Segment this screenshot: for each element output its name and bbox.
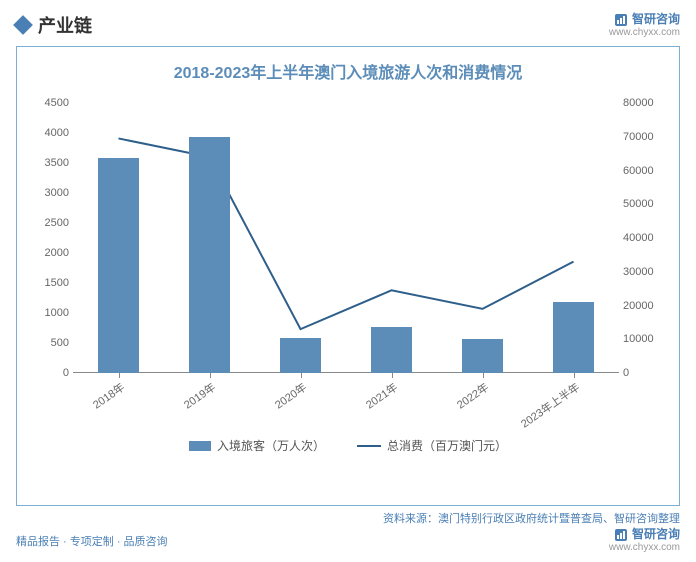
header-bar: 产业链 智研咨询 www.chyxx.com — [0, 0, 696, 46]
axis-tick-label: 20000 — [623, 300, 654, 312]
y1-axis: 050010001500200025003000350040004500 — [29, 103, 73, 373]
x-tick-label: 2019年 — [180, 379, 218, 412]
legend-bar-label: 入境旅客（万人次） — [217, 437, 325, 454]
diamond-icon — [13, 15, 33, 35]
chart-container: 2018-2023年上半年澳门入境旅游人次和消费情况 0 500 1000 1500 2… — [16, 46, 680, 506]
axis-tick-label: 60000 — [623, 165, 654, 177]
legend-bar-swatch — [189, 441, 211, 451]
logo-text: 智研咨询 — [632, 13, 680, 26]
line-series-svg — [73, 103, 619, 373]
footer-logo-block: 智研咨询 www.chyxx.com — [609, 528, 680, 553]
bar — [189, 137, 230, 373]
source-line: 资料来源：澳门特别行政区政府统计暨普查局、智研咨询整理 — [0, 506, 696, 526]
plot-wrap: 0 500 1000 1500 2000 2500 3000 3500 4000 4500 0 10… — [29, 93, 667, 433]
axis-tick-label: 1000 — [45, 307, 69, 319]
axis-tick-label: 4000 — [45, 127, 69, 139]
x-tick-label: 2018年 — [89, 379, 127, 412]
legend-line: 总消费（百万澳门元） — [357, 437, 507, 454]
legend: 入境旅客（万人次） 总消费（百万澳门元） — [25, 437, 671, 454]
footer-logo-text: 智研咨询 — [632, 528, 680, 541]
x-axis: 2018年 2019年 2020年 2021年 2022年 2023年上半年 — [73, 373, 619, 433]
line-series — [118, 138, 573, 329]
x-tick-label: 2020年 — [271, 379, 309, 412]
logo-block: 智研咨询 www.chyxx.com — [609, 13, 680, 38]
logo-url: www.chyxx.com — [609, 27, 680, 38]
plot-area — [73, 103, 619, 373]
axis-tick-label: 2000 — [45, 247, 69, 259]
header-left: 产业链 — [16, 12, 92, 38]
axis-tick-label: 80000 — [623, 97, 654, 109]
axis-tick-label: 4500 — [45, 97, 69, 109]
axis-tick-label: 40000 — [623, 232, 654, 244]
bar — [280, 338, 321, 373]
axis-tick-label: 10000 — [623, 333, 654, 345]
bar — [462, 339, 503, 373]
footer-logo-url: www.chyxx.com — [609, 542, 680, 553]
legend-line-swatch — [357, 445, 381, 447]
axis-tick-label: 3500 — [45, 157, 69, 169]
y2-axis: 0100002000030000400005000060000700008000… — [619, 103, 667, 373]
legend-bar: 入境旅客（万人次） — [189, 437, 325, 454]
axis-tick-label: 2500 — [45, 217, 69, 229]
legend-line-label: 总消费（百万澳门元） — [387, 437, 507, 454]
bar — [371, 327, 412, 373]
section-title: 产业链 — [38, 12, 92, 38]
axis-tick-label: 30000 — [623, 266, 654, 278]
x-tick-label: 2021年 — [362, 379, 400, 412]
axis-tick-label: 500 — [51, 337, 69, 349]
axis-tick-label: 50000 — [623, 198, 654, 210]
bar — [553, 302, 594, 373]
chart-title: 2018-2023年上半年澳门入境旅游人次和消费情况 — [25, 59, 671, 83]
x-tick-label: 2022年 — [453, 379, 491, 412]
axis-tick-label: 3000 — [45, 187, 69, 199]
bar — [98, 158, 139, 373]
footer-left: 精品报告 · 专项定制 · 品质咨询 — [16, 533, 168, 549]
logo-icon — [614, 528, 628, 542]
axis-tick-label: 0 — [623, 367, 629, 379]
footer-bar: 精品报告 · 专项定制 · 品质咨询 智研咨询 www.chyxx.com — [0, 526, 696, 553]
axis-tick-label: 0 — [63, 367, 69, 379]
axis-tick-label: 70000 — [623, 131, 654, 143]
axis-tick-label: 1500 — [45, 277, 69, 289]
x-tick-label: 2023年上半年 — [517, 379, 582, 431]
logo-icon — [614, 13, 628, 27]
